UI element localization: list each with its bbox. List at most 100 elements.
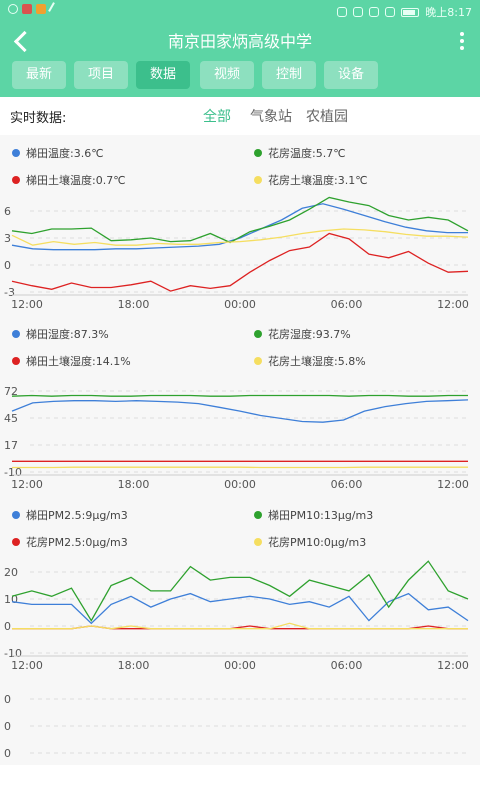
x-tick-label: 00:00	[224, 659, 256, 672]
legend-dot	[254, 357, 262, 365]
y-tick-label: 3	[4, 232, 11, 245]
tab-latest[interactable]: 最新	[12, 61, 66, 89]
legend-dot	[254, 149, 262, 157]
series-line-0	[11, 592, 469, 625]
legend-dot	[254, 538, 262, 546]
app-icon	[8, 4, 18, 14]
y-tick-label: 0	[4, 620, 11, 633]
x-tick-label: 12:00	[437, 298, 469, 311]
x-tick-label: 06:00	[331, 298, 363, 311]
realtime-data-label: 实时数据:	[10, 111, 67, 126]
tab-devices[interactable]: 设备	[324, 61, 378, 89]
data-filter-bar: 实时数据: 全部 气象站 农植园	[0, 97, 480, 135]
x-tick-label: 12:00	[11, 659, 43, 672]
y-tick-label: 0	[4, 720, 11, 733]
x-tick-label: 00:00	[224, 298, 256, 311]
wifi-icon	[385, 7, 396, 17]
empty-chart: 0 0 0	[4, 693, 468, 760]
battery-icon	[401, 7, 420, 17]
legend-dot	[12, 149, 20, 157]
series-line-0	[11, 399, 469, 423]
legend-item: 花房PM10:0μg/m3	[254, 534, 366, 550]
page-title: 南京田家炳高级中学	[167, 32, 312, 51]
tab-video[interactable]: 视频	[200, 61, 254, 89]
legend-item: 梯田PM10:13μg/m3	[254, 507, 373, 523]
x-tick-label: 12:00	[11, 478, 43, 491]
legend-item: 梯田温度:3.6℃	[12, 145, 104, 161]
legend-dot	[254, 176, 262, 184]
temperature-chart: 630-312:00 18:00 00:00 06:00 12:00	[4, 196, 469, 311]
legend-dot	[12, 330, 20, 338]
x-tick-label: 06:00	[331, 659, 363, 672]
series-line-2	[11, 232, 469, 292]
legend-item: 花房PM2.5:0μg/m3	[12, 534, 128, 550]
legend-label: 花房PM2.5:0μg/m3	[26, 536, 128, 549]
legend-dot	[12, 357, 20, 365]
legend-item: 梯田PM2.5:9μg/m3	[12, 507, 128, 523]
y-tick-label: 0	[4, 747, 11, 760]
status-time: 晚上8:17	[425, 6, 472, 19]
legend-label: 花房PM10:0μg/m3	[268, 536, 367, 549]
x-tick-label: 06:00	[331, 478, 363, 491]
tab-data[interactable]: 数据	[136, 61, 190, 89]
tab-control[interactable]: 控制	[262, 61, 316, 89]
legend-label: 梯田湿度:87.3%	[26, 328, 109, 341]
series-line-1	[11, 196, 469, 244]
charts-area: 梯田温度:3.6℃ 花房温度:5.7℃ 梯田土壤温度:0.7℃ 花房土壤温度:3…	[0, 135, 480, 765]
x-tick-label: 18:00	[118, 478, 150, 491]
app-header: 晚上8:17 南京田家炳高级中学 最新 项目 数据 视频 控制 设备	[0, 0, 480, 97]
status-right-icons: 晚上8:17	[337, 4, 472, 20]
status-bar: 晚上8:17	[0, 0, 480, 22]
legend-dot	[12, 511, 20, 519]
legend-label: 花房湿度:93.7%	[268, 328, 351, 341]
chart2-legend-row1: 梯田湿度:87.3% 花房湿度:93.7%	[0, 326, 480, 346]
chart1-legend-row1: 梯田温度:3.6℃ 花房温度:5.7℃	[0, 145, 480, 165]
legend-item: 梯田土壤温度:0.7℃	[12, 172, 126, 188]
series-line-1	[11, 394, 468, 397]
filter-weather-station[interactable]: 气象站	[250, 109, 292, 125]
x-tick-label: 12:00	[437, 659, 469, 672]
x-tick-label: 18:00	[118, 659, 150, 672]
status-left-icons	[8, 2, 62, 16]
x-tick-label: 12:00	[11, 298, 43, 311]
series-line-3	[11, 228, 469, 246]
legend-label: 花房土壤温度:3.1℃	[268, 174, 368, 187]
notification-icon	[22, 4, 32, 14]
mute-icon	[369, 7, 380, 17]
alarm-icon	[353, 7, 364, 17]
y-tick-label: 17	[4, 439, 18, 452]
bottom-area	[0, 765, 480, 800]
legend-label: 花房温度:5.7℃	[268, 147, 346, 160]
filter-plant-garden[interactable]: 农植园	[306, 109, 348, 125]
chart1-legend-row2: 梯田土壤温度:0.7℃ 花房土壤温度:3.1℃	[0, 172, 480, 192]
legend-dot	[12, 176, 20, 184]
x-tick-label: 18:00	[118, 298, 150, 311]
more-options-button[interactable]	[458, 30, 466, 52]
x-tick-label: 00:00	[224, 478, 256, 491]
legend-item: 花房温度:5.7℃	[254, 145, 346, 161]
tab-projects[interactable]: 项目	[74, 61, 128, 89]
legend-item: 花房湿度:93.7%	[254, 326, 351, 342]
legend-item: 花房土壤温度:3.1℃	[254, 172, 368, 188]
filter-all[interactable]: 全部	[203, 109, 231, 125]
legend-dot	[254, 330, 262, 338]
back-button[interactable]	[10, 30, 34, 54]
play-icon	[36, 4, 46, 14]
series-line-1	[11, 560, 469, 622]
legend-label: 梯田PM10:13μg/m3	[268, 509, 374, 522]
y-tick-label: 45	[4, 412, 18, 425]
legend-dot	[12, 538, 20, 546]
series-line-3	[12, 622, 468, 630]
legend-item: 梯田土壤湿度:14.1%	[12, 353, 131, 369]
y-tick-label: -3	[4, 286, 15, 299]
bluetooth-icon	[337, 7, 348, 17]
legend-label: 梯田温度:3.6℃	[26, 147, 104, 160]
series-line-0	[11, 203, 468, 251]
legend-label: 梯田PM2.5:9μg/m3	[26, 509, 128, 522]
legend-item: 花房土壤湿度:5.8%	[254, 353, 366, 369]
legend-label: 梯田土壤温度:0.7℃	[26, 174, 126, 187]
wrench-icon	[48, 2, 62, 16]
y-tick-label: 6	[4, 205, 11, 218]
